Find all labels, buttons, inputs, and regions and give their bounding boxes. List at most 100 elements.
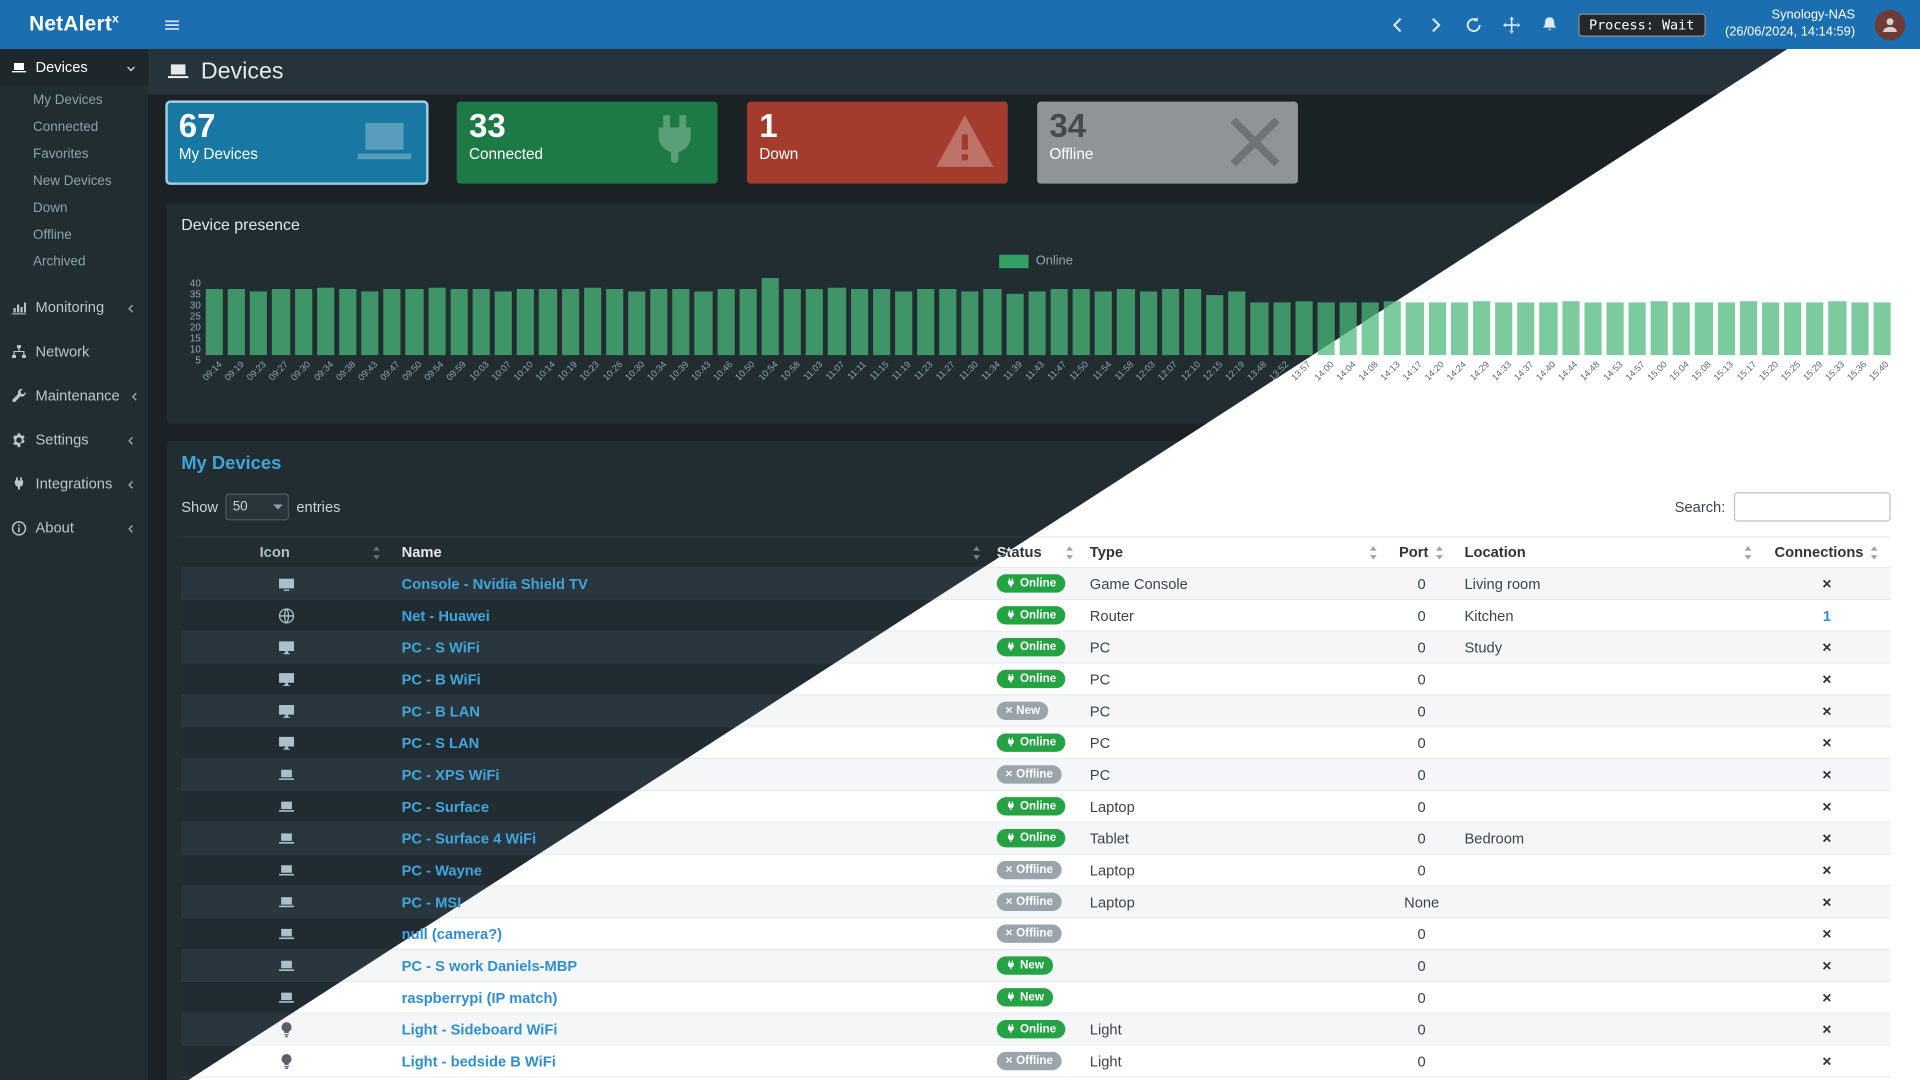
sidebar-item-integrations[interactable]: Integrations xyxy=(0,465,148,502)
sidebar-subitem[interactable]: Archived xyxy=(33,254,86,270)
device-type-icon xyxy=(181,632,392,663)
x-axis-label: 10:46 xyxy=(711,358,736,383)
x-axis-label: 09:38 xyxy=(333,358,358,383)
stat-icon xyxy=(354,111,415,172)
status-badge: × Online xyxy=(996,733,1065,752)
chart-bar xyxy=(1206,295,1224,356)
table-row[interactable]: Light - Sideboard WiFi × Online Light 0 xyxy=(188,1013,1891,1046)
device-name-link[interactable]: PC - Wayne xyxy=(401,861,482,879)
device-port: 0 xyxy=(1417,861,1426,879)
device-name-link[interactable]: PC - Surface 4 WiFi xyxy=(401,829,537,847)
sidebar-item-label: About xyxy=(35,519,74,537)
status-badge: × Online xyxy=(996,637,1065,657)
sidebar-subitem[interactable]: Offline xyxy=(33,227,72,243)
device-connections[interactable]: × xyxy=(1822,701,1832,721)
search-input[interactable] xyxy=(1733,492,1891,522)
device-name-link[interactable]: raspberrypi (IP match) xyxy=(401,988,558,1006)
device-connections[interactable]: × xyxy=(1822,637,1832,657)
x-axis-label: 09:27 xyxy=(266,358,291,383)
device-name-link[interactable]: Light - Sideboard WiFi xyxy=(401,1020,558,1038)
device-port: 0 xyxy=(1417,797,1426,815)
device-name-link[interactable]: PC - S WiFi xyxy=(401,638,480,656)
column-header-type[interactable]: Type xyxy=(1080,538,1389,567)
device-connections[interactable]: × xyxy=(1822,733,1832,752)
stat-label: Down xyxy=(759,146,799,164)
device-name-link[interactable]: PC - XPS WiFi xyxy=(401,765,500,784)
column-header-name[interactable]: Name xyxy=(392,538,992,567)
table-row[interactable]: raspberrypi (IP match) × New 0 xyxy=(188,982,1891,1014)
device-connections[interactable]: × xyxy=(1822,988,1832,1007)
device-name-link[interactable]: PC - B LAN xyxy=(401,702,481,720)
device-port: 0 xyxy=(1417,956,1426,975)
stat-card[interactable]: 34 Offline xyxy=(1037,101,1298,184)
device-connections[interactable]: 1 xyxy=(1822,606,1832,624)
stat-card[interactable]: 67 My Devices xyxy=(165,100,429,185)
chart-bar xyxy=(894,291,913,356)
device-name-link[interactable]: PC - S LAN xyxy=(401,734,480,752)
device-name-link[interactable]: Net - Huawei xyxy=(401,606,490,624)
sidebar-item-settings[interactable]: Settings xyxy=(0,421,148,458)
column-header-location[interactable]: Location xyxy=(1455,538,1764,567)
device-name-link[interactable]: PC - Surface xyxy=(401,797,490,815)
device-connections[interactable]: × xyxy=(1822,892,1832,912)
tab-my-devices[interactable]: My Devices xyxy=(181,453,282,474)
chart-bar xyxy=(761,277,779,356)
chart-bar xyxy=(672,289,690,356)
device-connections[interactable]: × xyxy=(1822,860,1832,880)
x-axis-label: 11:54 xyxy=(1089,358,1114,383)
table-row[interactable]: Light - bedside B WiFi × Offline Light 0 xyxy=(188,1045,1891,1078)
x-axis-label: 10:23 xyxy=(577,358,602,383)
notifications-bell-icon[interactable] xyxy=(1540,15,1558,33)
refresh-icon[interactable] xyxy=(1464,15,1482,33)
device-name-link[interactable]: PC - S work Daniels-MBP xyxy=(401,956,578,975)
device-connections[interactable]: × xyxy=(1822,574,1832,593)
move-icon[interactable] xyxy=(1502,15,1520,34)
device-connections[interactable]: × xyxy=(1822,924,1832,943)
person-icon xyxy=(1883,17,1897,32)
app-logo[interactable]: NetAlertx xyxy=(29,12,120,36)
nav-forward-icon[interactable] xyxy=(1426,15,1444,33)
column-header-icon[interactable]: Icon xyxy=(181,538,392,567)
device-connections[interactable]: × xyxy=(1822,765,1832,784)
devices-submenu: My Devices Connected Favorites New Devic… xyxy=(0,86,148,282)
device-type: PC xyxy=(1089,734,1111,752)
device-connections[interactable]: × xyxy=(1822,797,1832,816)
sidebar-subitem[interactable]: Favorites xyxy=(33,146,89,162)
column-header-port[interactable]: Port xyxy=(1389,538,1455,567)
column-header-connections[interactable]: Connections xyxy=(1763,538,1890,567)
nav-back-icon[interactable] xyxy=(1388,15,1406,33)
device-name-link[interactable]: Light - bedside B WiFi xyxy=(401,1052,556,1070)
device-connections[interactable]: × xyxy=(1822,828,1832,848)
warning-icon xyxy=(936,115,994,167)
sidebar-subitem[interactable]: Connected xyxy=(33,120,99,135)
stat-card[interactable]: 1 Down xyxy=(746,101,1008,184)
entries-select[interactable]: 50 xyxy=(225,493,290,521)
sidebar-subitem[interactable]: New Devices xyxy=(33,173,112,189)
user-avatar[interactable] xyxy=(1874,9,1906,40)
sidebar-toggle-button[interactable] xyxy=(148,0,195,49)
stat-card[interactable]: 33 Connected xyxy=(456,101,718,184)
x-axis-label: 11:11 xyxy=(845,358,869,382)
sidebar-item-monitoring[interactable]: Monitoring xyxy=(0,289,148,326)
sidebar-subitem[interactable]: My Devices xyxy=(33,93,103,108)
sidebar-subitem[interactable]: Down xyxy=(33,200,68,216)
table-row[interactable]: PC - S work Daniels-MBP × New 0 xyxy=(188,950,1891,983)
sidebar-item-network[interactable]: Network xyxy=(0,333,148,370)
status-badge: × Online xyxy=(996,574,1065,593)
device-connections[interactable]: × xyxy=(1822,669,1832,689)
device-name-link[interactable]: PC - B WiFi xyxy=(401,670,481,688)
device-connections[interactable]: × xyxy=(1822,956,1832,975)
sidebar-item-about[interactable]: About xyxy=(0,509,148,546)
device-name-link[interactable]: PC - MSI xyxy=(401,893,462,911)
sidebar-item-maintenance[interactable]: Maintenance xyxy=(0,377,148,414)
sidebar-item-devices[interactable]: Devices xyxy=(0,48,149,86)
device-name-link[interactable]: Console - Nvidia Shield TV xyxy=(401,574,588,593)
table-row[interactable]: null (camera?) × Offline 0 xyxy=(188,918,1891,951)
chart-bar xyxy=(1628,303,1646,356)
sort-icon xyxy=(1742,545,1753,559)
device-connections[interactable]: × xyxy=(1822,1020,1832,1039)
device-connections[interactable]: × xyxy=(1822,1051,1832,1071)
sort-icon xyxy=(1064,545,1075,559)
chart-bar xyxy=(1250,303,1268,356)
chart-bar xyxy=(1117,289,1135,356)
